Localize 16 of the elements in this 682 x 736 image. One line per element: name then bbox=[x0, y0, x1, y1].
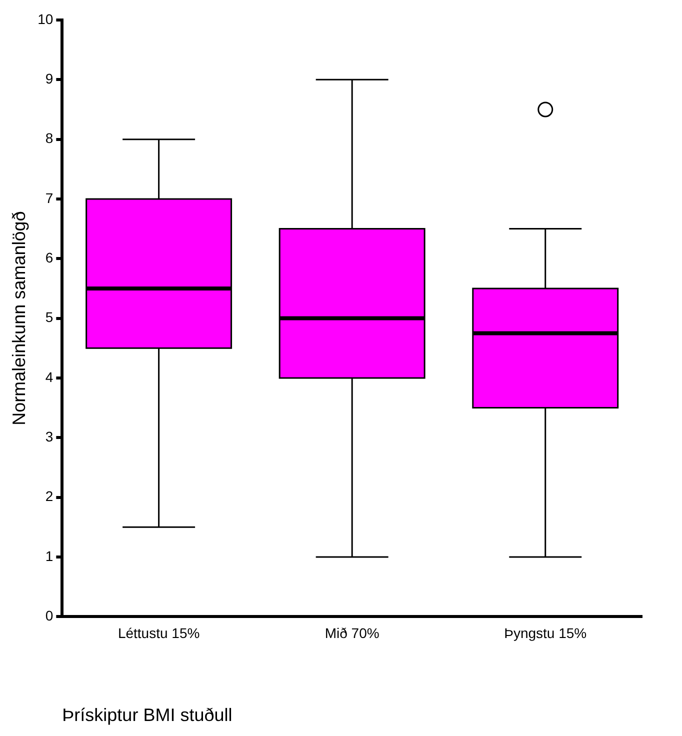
y-axis-title: Normaleinkunn samanlögð bbox=[8, 211, 29, 426]
x-tick-label: Mið 70% bbox=[324, 624, 380, 641]
x-tick-label: Léttustu 15% bbox=[118, 624, 200, 641]
y-tick-label: 5 bbox=[45, 309, 54, 326]
y-tick-label: 6 bbox=[45, 250, 54, 266]
x-axis-title: Þrískiptur BMI stuðull bbox=[62, 705, 232, 726]
y-tick-label: 9 bbox=[45, 70, 54, 87]
y-tick-label: 7 bbox=[45, 190, 54, 206]
y-tick-label: 4 bbox=[45, 368, 54, 385]
y-tick-label: 3 bbox=[45, 428, 54, 444]
x-tick-label: Þyngstu 15% bbox=[504, 624, 587, 641]
y-tick-label: 2 bbox=[45, 488, 54, 504]
y-tick-label: 0 bbox=[45, 607, 54, 624]
y-tick-label: 8 bbox=[45, 130, 54, 146]
y-tick-label: 1 bbox=[45, 548, 54, 564]
y-tick-label: 10 bbox=[38, 10, 54, 27]
